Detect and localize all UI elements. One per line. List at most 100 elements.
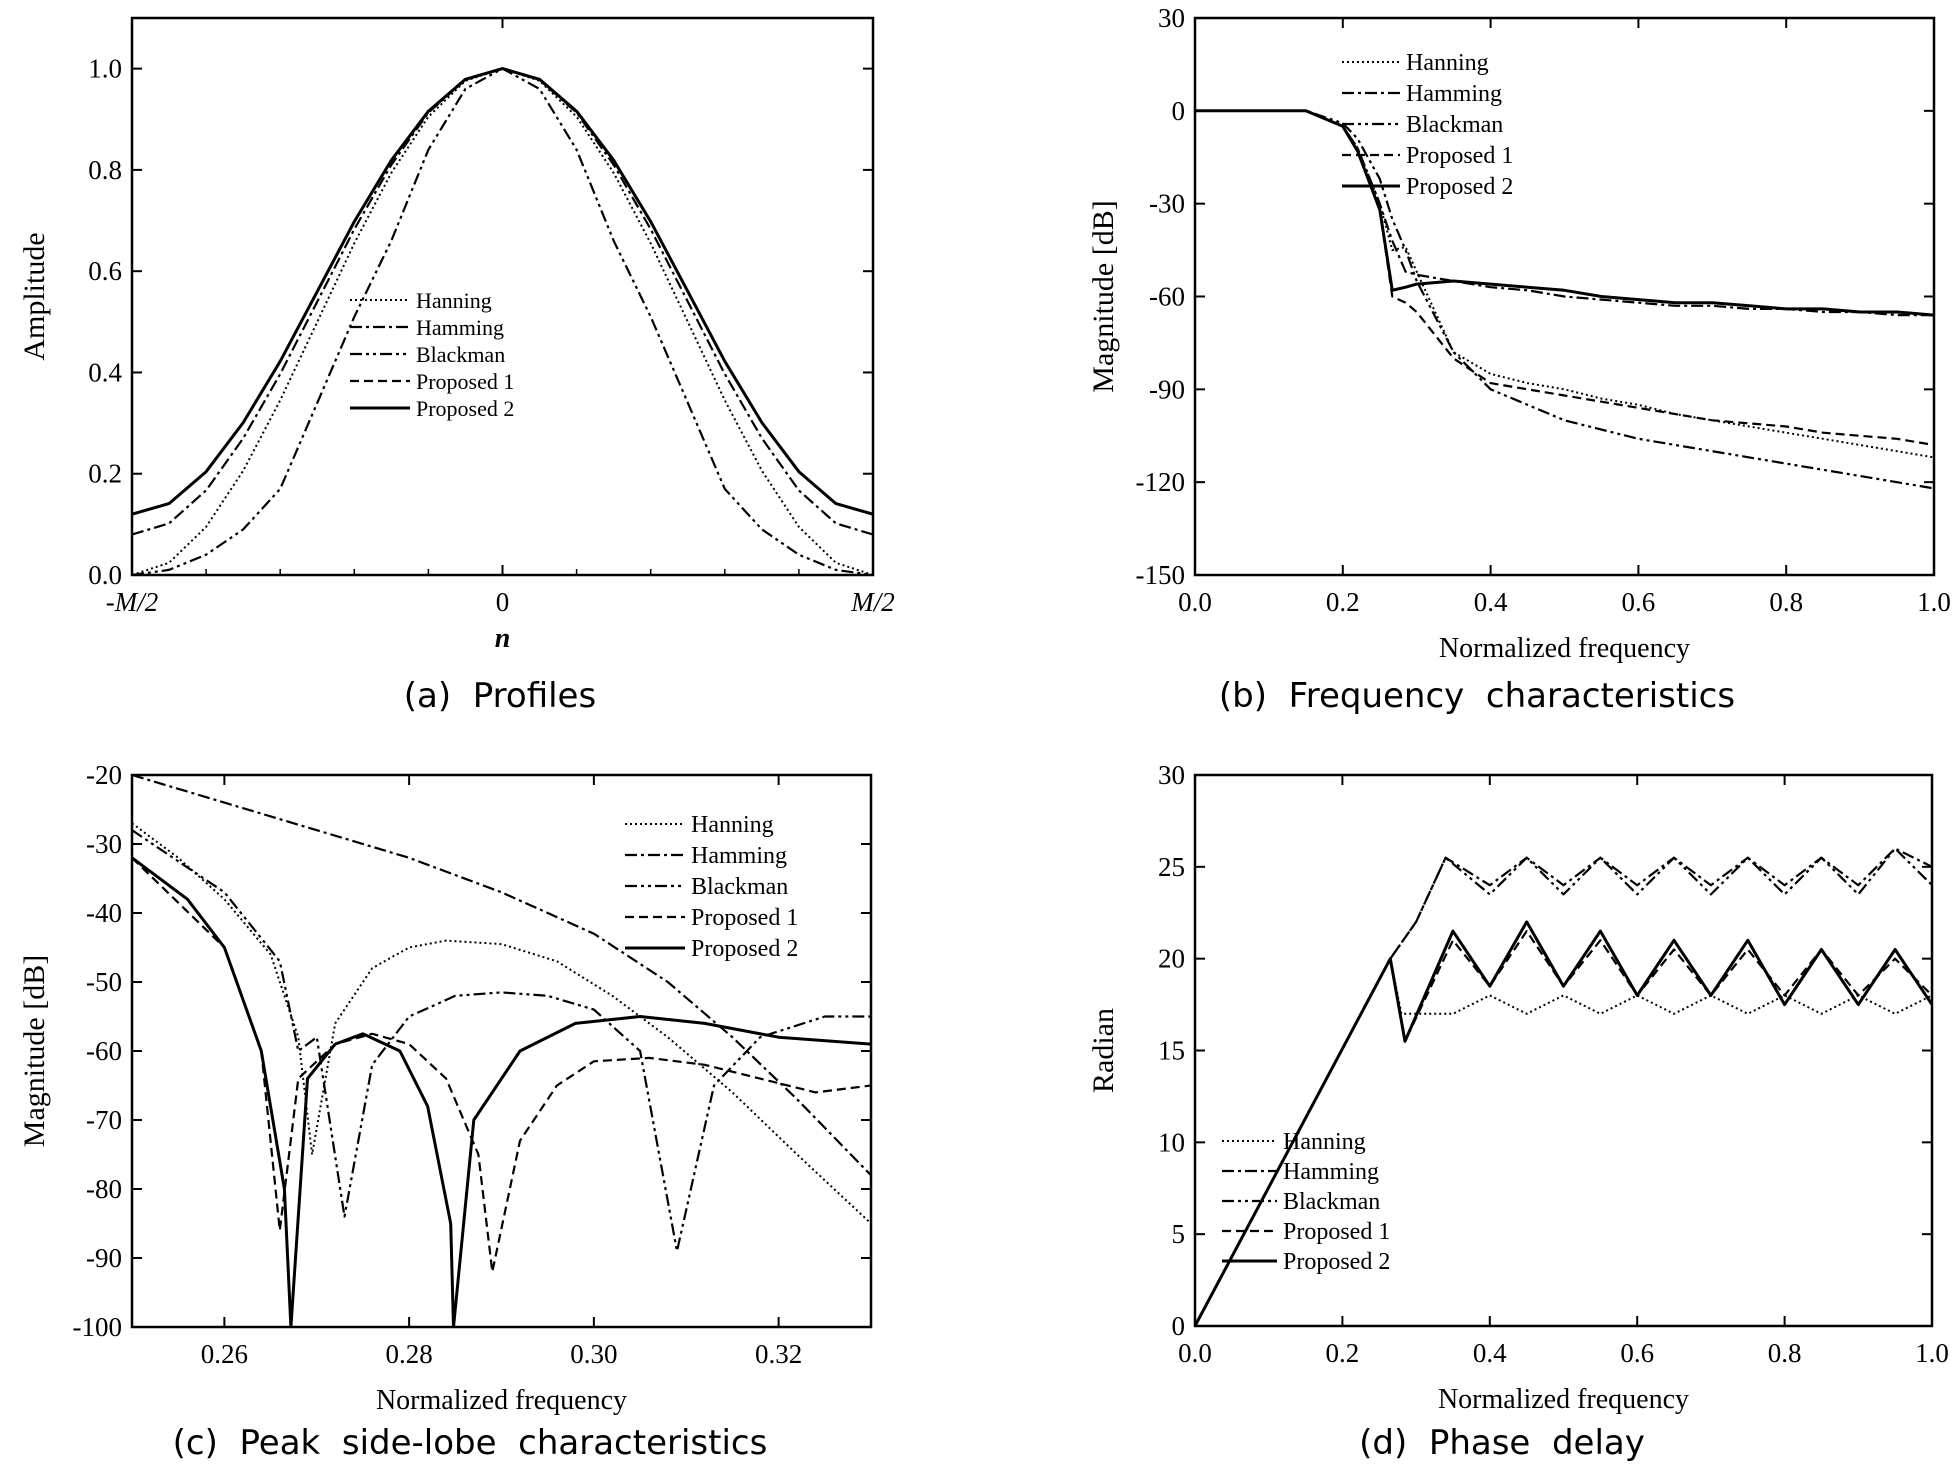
y-axis-label: Radian <box>1087 1008 1120 1093</box>
x-tick-label: 0.32 <box>755 1339 802 1369</box>
y-tick-label: -90 <box>86 1243 122 1273</box>
series-line-proposed-1 <box>132 67 873 516</box>
series-line-proposed-1 <box>1195 109 1934 447</box>
y-tick-label: 1.0 <box>88 54 122 84</box>
series-line-proposed-2 <box>132 67 873 516</box>
x-tick-label: 0.6 <box>1620 1338 1654 1368</box>
y-tick-label: -100 <box>73 1312 123 1342</box>
y-tick-label: 0 <box>1172 96 1186 126</box>
series-line-proposed-1 <box>132 857 871 1273</box>
legend-label: Hanning <box>1283 1129 1366 1155</box>
series-line-hamming <box>132 67 873 536</box>
series-line-proposed-2 <box>1195 920 1932 1326</box>
chart-peak-side-lobe: -20 -30 -40 -50 -60 -70 -80 -90 -100 0.26 0.28 0.30… <box>18 760 873 1416</box>
x-tick-label: 0 <box>496 587 510 617</box>
legend-label: Hamming <box>1283 1159 1379 1185</box>
legend-label: Blackman <box>416 342 505 367</box>
legend-label: Proposed 2 <box>691 936 798 962</box>
legend-label: Blackman <box>1283 1189 1380 1215</box>
legend-label: Proposed 1 <box>416 369 514 394</box>
y-tick-label: 30 <box>1158 760 1185 790</box>
legend-label: Proposed 2 <box>1406 174 1513 200</box>
plot-frame <box>1193 773 1934 1328</box>
x-axis-label: Normalized frequency <box>1439 633 1690 664</box>
legend-label: Blackman <box>1406 112 1503 138</box>
series-line-blackman <box>1195 109 1934 490</box>
legend-label: Hanning <box>691 812 774 838</box>
y-tick-label: -90 <box>1149 374 1185 404</box>
x-tick-label: 0.30 <box>570 1339 617 1369</box>
x-tick-label: 0.6 <box>1622 587 1656 617</box>
x-tick-label: M/2 <box>850 587 895 617</box>
y-tick-label: 15 <box>1158 1036 1185 1066</box>
x-tick-label: 1.0 <box>1917 587 1951 617</box>
series-line-hanning <box>1195 957 1932 1326</box>
plot-frame <box>1193 16 1936 577</box>
legend-label: Hanning <box>416 288 492 313</box>
caption-c: (c) Peak side-lobe characteristics <box>172 1423 768 1463</box>
series-line-hanning <box>1195 109 1934 459</box>
x-tick-label: 0.4 <box>1473 1338 1507 1368</box>
x-axis-label: n <box>495 623 511 654</box>
x-tick-label: 0.2 <box>1326 587 1360 617</box>
caption-a: (a) Profiles <box>403 676 597 716</box>
legend-label: Hamming <box>416 315 504 340</box>
x-tick-label: 0.8 <box>1768 1338 1802 1368</box>
x-tick-label: 0.0 <box>1178 1338 1212 1368</box>
legend-label: Proposed 1 <box>1406 143 1513 169</box>
legend-label: Proposed 2 <box>1283 1249 1390 1275</box>
y-tick-label: 25 <box>1158 852 1185 882</box>
y-tick-label: 0.8 <box>88 155 122 185</box>
y-axis-label: Magnitude [dB] <box>1087 200 1120 392</box>
x-tick-label: 0.28 <box>386 1339 433 1369</box>
legend-label: Hanning <box>1406 50 1489 76</box>
x-tick-label: 0.8 <box>1769 587 1803 617</box>
panel-d: 0 5 10 15 20 25 30 0.0 0.2 0.4 0.6 0.8 1.0 Normalized… <box>977 741 1953 1481</box>
series-line-blackman <box>132 829 871 1253</box>
y-tick-label: 30 <box>1158 3 1185 33</box>
x-tick-label: 0.2 <box>1326 1338 1360 1368</box>
y-tick-label: -80 <box>86 1174 122 1204</box>
panel-c: -20 -30 -40 -50 -60 -70 -80 -90 -100 0.26 0.28 0.30… <box>0 741 977 1481</box>
y-tick-label: -60 <box>1149 282 1185 312</box>
series-line-proposed-2 <box>132 856 871 1327</box>
x-tick-label: 1.0 <box>1915 1338 1949 1368</box>
y-tick-label: -40 <box>86 898 122 928</box>
series-line-blackman <box>1195 847 1932 1326</box>
x-tick-label: 0.0 <box>1178 587 1212 617</box>
legend-label: Proposed 1 <box>691 905 798 931</box>
y-tick-label: 0 <box>1172 1311 1186 1341</box>
y-tick-label: 0.4 <box>88 357 122 387</box>
series-line-hamming <box>132 775 871 1176</box>
legend-label: Blackman <box>691 874 788 900</box>
legend-label: Hamming <box>1406 81 1502 107</box>
y-tick-label: -50 <box>86 967 122 997</box>
legend-label: Proposed 1 <box>1283 1219 1390 1245</box>
y-tick-label: -30 <box>1149 189 1185 219</box>
caption-d: (d) Phase delay <box>1359 1423 1645 1463</box>
y-tick-label: 0.0 <box>88 560 122 590</box>
plot-frame <box>130 16 875 577</box>
caption-b: (b) Frequency characteristics <box>1218 676 1736 716</box>
x-axis-label: Normalized frequency <box>1438 1384 1689 1415</box>
x-axis-label: Normalized frequency <box>376 1385 627 1416</box>
panel-b: 30 0 -30 -60 -90 -120 -150 0.0 0.2 0.4 0.6 0.8 1.0 No… <box>977 0 1953 741</box>
y-tick-label: -30 <box>86 829 122 859</box>
y-axis-label: Amplitude <box>18 232 51 360</box>
legend-label: Proposed 2 <box>416 396 514 421</box>
x-tick-label: 0.4 <box>1474 587 1508 617</box>
y-tick-label: 0.2 <box>88 459 122 489</box>
panel-a: 0.0 0.2 0.4 0.6 0.8 1.0 -M/2 0 M/2 n Amplitude Hann… <box>0 0 977 741</box>
plot-frame <box>130 773 873 1329</box>
y-tick-label: -60 <box>86 1036 122 1066</box>
series-line-proposed-2 <box>1195 109 1934 317</box>
y-tick-label: -150 <box>1136 560 1186 590</box>
x-tick-label: 0.26 <box>201 1339 248 1369</box>
series-line-hamming <box>1195 109 1934 317</box>
chart-profiles: 0.0 0.2 0.4 0.6 0.8 1.0 -M/2 0 M/2 n Amplitude Hann… <box>18 16 895 654</box>
legend-label: Hamming <box>691 843 787 869</box>
x-tick-label: -M/2 <box>106 587 158 617</box>
y-tick-label: 0.6 <box>88 256 122 286</box>
series-line-hamming <box>1195 847 1932 1326</box>
y-axis-label: Magnitude [dB] <box>18 955 51 1147</box>
